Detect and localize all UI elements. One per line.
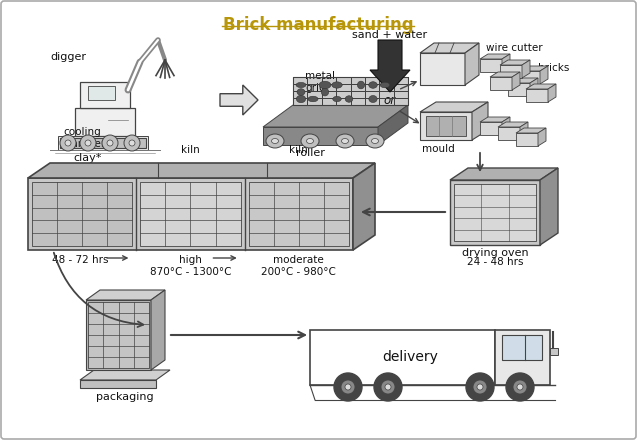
Text: delivery: delivery	[382, 350, 438, 364]
Polygon shape	[522, 60, 530, 78]
Polygon shape	[426, 116, 466, 136]
Text: cooling
chamber: cooling chamber	[59, 128, 105, 149]
Polygon shape	[450, 168, 558, 180]
Circle shape	[385, 384, 391, 390]
Polygon shape	[370, 40, 410, 92]
Polygon shape	[548, 84, 556, 102]
Polygon shape	[516, 128, 546, 133]
Circle shape	[513, 380, 527, 394]
Polygon shape	[490, 77, 512, 90]
Ellipse shape	[301, 134, 319, 148]
Circle shape	[334, 373, 362, 401]
Circle shape	[124, 135, 140, 151]
Text: sand + water: sand + water	[352, 30, 427, 40]
Text: bricks: bricks	[538, 63, 569, 73]
Polygon shape	[28, 163, 375, 178]
Polygon shape	[263, 127, 378, 145]
Ellipse shape	[369, 82, 377, 88]
Polygon shape	[420, 43, 479, 53]
Polygon shape	[500, 60, 530, 65]
Polygon shape	[480, 59, 502, 72]
Text: 48 - 72 hrs: 48 - 72 hrs	[52, 255, 108, 265]
Polygon shape	[80, 370, 170, 380]
Polygon shape	[60, 138, 146, 148]
Polygon shape	[498, 122, 528, 127]
Ellipse shape	[266, 134, 284, 148]
Circle shape	[374, 373, 402, 401]
Ellipse shape	[296, 95, 306, 103]
Polygon shape	[508, 78, 538, 83]
Ellipse shape	[371, 139, 378, 143]
Polygon shape	[526, 89, 548, 102]
Polygon shape	[540, 168, 558, 245]
Polygon shape	[502, 117, 510, 135]
Circle shape	[85, 140, 91, 146]
Polygon shape	[88, 302, 149, 368]
Polygon shape	[86, 290, 165, 300]
Polygon shape	[490, 72, 520, 77]
Polygon shape	[480, 117, 510, 122]
Circle shape	[341, 380, 355, 394]
Text: moderate
200°C - 980°C: moderate 200°C - 980°C	[261, 255, 336, 277]
Polygon shape	[220, 85, 258, 115]
Polygon shape	[498, 127, 520, 140]
Circle shape	[517, 384, 523, 390]
Circle shape	[107, 140, 113, 146]
Circle shape	[102, 135, 118, 151]
Polygon shape	[86, 300, 151, 370]
Text: drying oven: drying oven	[462, 248, 528, 258]
Ellipse shape	[333, 96, 341, 102]
Polygon shape	[512, 72, 520, 90]
Polygon shape	[310, 330, 495, 385]
Polygon shape	[420, 102, 488, 112]
Text: mould: mould	[422, 144, 454, 154]
Circle shape	[506, 373, 534, 401]
Polygon shape	[140, 182, 241, 246]
Polygon shape	[508, 83, 530, 96]
Circle shape	[65, 140, 71, 146]
Ellipse shape	[336, 134, 354, 148]
Ellipse shape	[271, 139, 278, 143]
Circle shape	[60, 135, 76, 151]
Text: or: or	[384, 94, 396, 106]
Circle shape	[473, 380, 487, 394]
Ellipse shape	[306, 139, 313, 143]
Polygon shape	[518, 71, 540, 84]
Polygon shape	[538, 128, 546, 146]
Circle shape	[129, 140, 135, 146]
Polygon shape	[293, 77, 408, 105]
Polygon shape	[58, 136, 148, 150]
Polygon shape	[420, 53, 465, 85]
Polygon shape	[263, 105, 408, 127]
Polygon shape	[151, 290, 165, 370]
Ellipse shape	[297, 89, 305, 95]
Polygon shape	[516, 133, 538, 146]
Ellipse shape	[319, 81, 331, 89]
Polygon shape	[32, 182, 132, 246]
Polygon shape	[518, 66, 548, 71]
Polygon shape	[550, 348, 558, 355]
Circle shape	[466, 373, 494, 401]
Polygon shape	[353, 163, 375, 250]
Polygon shape	[450, 180, 540, 245]
Polygon shape	[472, 102, 488, 140]
Polygon shape	[454, 184, 536, 241]
Ellipse shape	[341, 139, 348, 143]
Polygon shape	[480, 54, 510, 59]
Polygon shape	[248, 182, 349, 246]
Polygon shape	[495, 330, 550, 385]
Polygon shape	[520, 122, 528, 140]
Text: metal
grid: metal grid	[305, 71, 335, 93]
Polygon shape	[540, 66, 548, 84]
Polygon shape	[75, 108, 135, 136]
Polygon shape	[530, 78, 538, 96]
Polygon shape	[500, 65, 522, 78]
Text: wire cutter: wire cutter	[486, 43, 543, 53]
Ellipse shape	[296, 82, 306, 88]
Circle shape	[80, 135, 96, 151]
Text: kiln: kiln	[181, 145, 200, 155]
Polygon shape	[502, 54, 510, 72]
Polygon shape	[80, 82, 130, 108]
Text: 24 - 48 hrs: 24 - 48 hrs	[467, 257, 523, 267]
